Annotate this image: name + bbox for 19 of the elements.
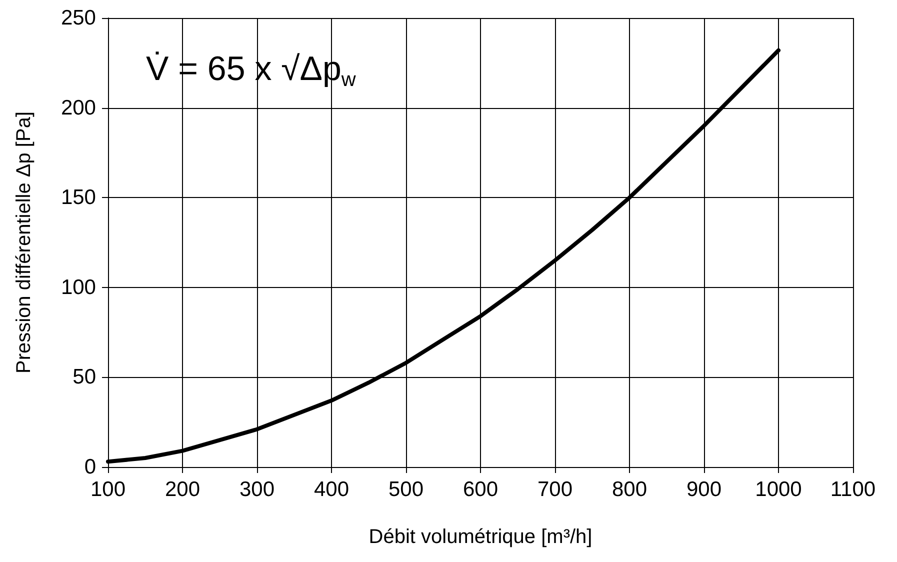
x-tick-label: 300 bbox=[239, 478, 275, 501]
y-tick-label: 50 bbox=[72, 366, 96, 389]
x-tick-label: 600 bbox=[462, 478, 498, 501]
x-tick-label: 200 bbox=[164, 478, 200, 501]
x-tick-label: 1100 bbox=[830, 478, 876, 501]
x-tick-label: 500 bbox=[388, 478, 424, 501]
x-axis-title: Débit volumétrique [m³/h] bbox=[368, 526, 592, 548]
x-tick-label: 900 bbox=[686, 478, 722, 501]
x-tick-label: 700 bbox=[537, 478, 573, 501]
x-tick-label: 800 bbox=[612, 478, 648, 501]
y-tick-label: 150 bbox=[60, 186, 96, 210]
x-tick-label: 100 bbox=[90, 478, 126, 501]
y-tick-label: 250 bbox=[60, 6, 96, 30]
y-axis-title: Pression différentielle Δp [Pa] bbox=[13, 111, 35, 374]
x-tick-label: 400 bbox=[314, 478, 350, 501]
x-tick-label: 1000 bbox=[755, 478, 802, 501]
y-tick-label: 100 bbox=[60, 276, 96, 299]
y-tick-label: 0 bbox=[84, 456, 96, 478]
y-tick-label: 200 bbox=[60, 96, 96, 120]
